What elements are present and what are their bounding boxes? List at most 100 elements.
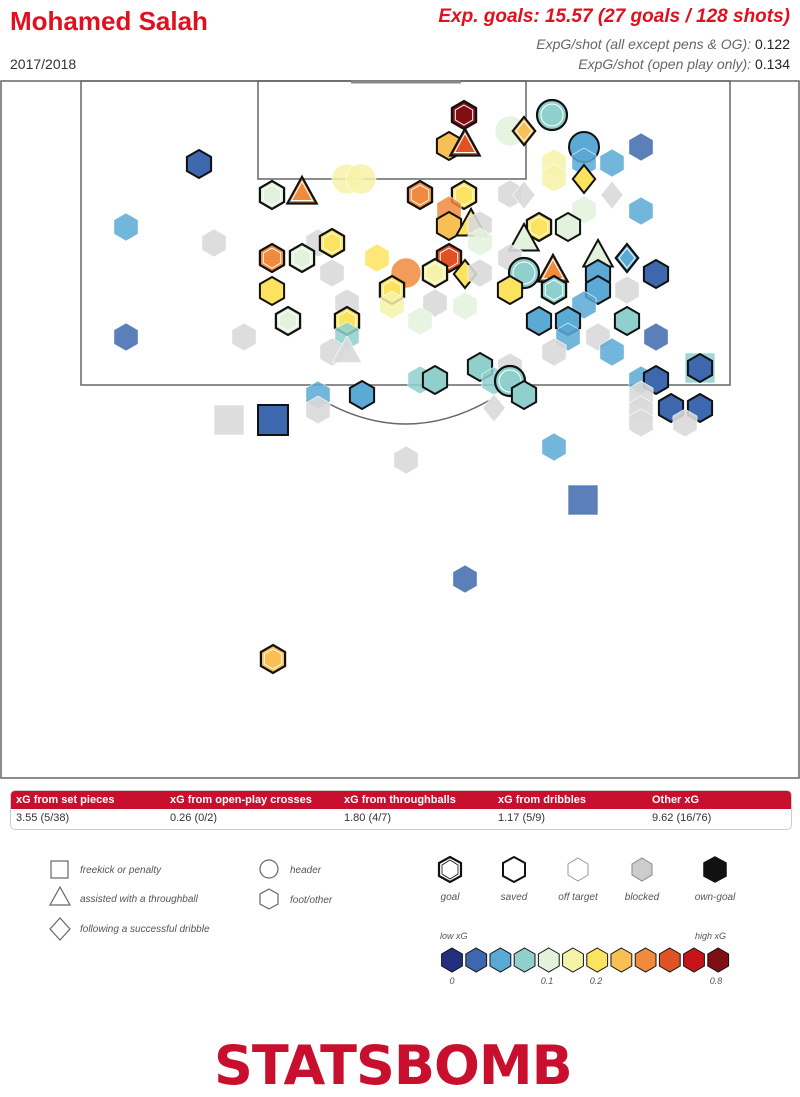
shot-marker-92 (510, 379, 538, 411)
shot-markers (113, 98, 716, 675)
shot-marker-55 (496, 274, 524, 306)
shot-marker-69 (613, 305, 641, 337)
freekick-square-icon (50, 860, 69, 879)
col-dribbles-value: 1.17 (5/9) (498, 812, 546, 824)
shot-marker-32 (201, 228, 227, 258)
shot-marker-17 (285, 174, 319, 205)
outcome-legend: goal saved off target blocked own-goal (437, 855, 736, 903)
scale-swatch-6 (586, 947, 609, 973)
xg-breakdown-header: xG from set pieces xG from open-play cro… (11, 791, 791, 809)
legend-foot-label: foot/other (290, 895, 333, 906)
shot-map-pitch (0, 80, 800, 779)
shot-marker-64-goal-ring (278, 310, 298, 332)
shot-marker-67 (525, 305, 553, 337)
scale-low-label: low xG (440, 931, 468, 941)
shot-marker-25 (628, 196, 654, 226)
shot-marker-101 (213, 404, 245, 436)
penalty-arc (321, 399, 491, 425)
col-other-value: 9.62 (16/76) (652, 812, 712, 824)
shot-marker-34-goal-ring (322, 232, 342, 254)
shot-marker-21 (512, 180, 536, 210)
player-name: Mohamed Salah (10, 6, 208, 36)
shot-marker-31 (554, 211, 582, 243)
shot-marker-66 (407, 306, 433, 336)
header-circle-icon (259, 859, 279, 879)
shot-marker-78 (541, 337, 567, 367)
shot-marker-19-goal-ring (454, 184, 474, 206)
legend-header-label: header (290, 865, 322, 876)
shot-marker-43-goal-ring (618, 247, 636, 269)
xg-breakdown-table: xG from set pieces xG from open-play cro… (10, 790, 792, 830)
shot-marker-48 (467, 258, 493, 288)
shot-marker-56-goal-ring (544, 279, 564, 301)
shot-marker-3-goal-ring (515, 120, 533, 142)
xg-per-shot-open-play: ExpG/shot (open play only): 0.134 (578, 56, 790, 72)
scale-tick-01: 0.1 (541, 976, 554, 986)
scale-tick-08: 0.8 (710, 976, 723, 986)
shot-marker-17-goal-ring (290, 180, 314, 201)
dribble-diamond-icon (49, 917, 71, 941)
shot-marker-106 (452, 564, 478, 594)
shot-marker-94 (305, 395, 331, 425)
shot-marker-18-goal-ring (410, 184, 430, 206)
blocked-outcome-icon (631, 857, 653, 882)
throughball-triangle-icon (48, 885, 72, 906)
shot-marker-14 (541, 163, 567, 193)
shot-marker-38-goal-ring (292, 247, 312, 269)
scale-swatch-11 (707, 947, 730, 973)
legend-goal-label: goal (441, 892, 461, 903)
shot-marker-16-goal-ring (262, 184, 282, 206)
shot-marker-107-goal-ring (263, 648, 283, 670)
legend-dribble-label: following a successful dribble (80, 924, 210, 935)
shot-marker-77 (331, 335, 363, 363)
shot-marker-44 (319, 258, 345, 288)
shot-marker-5-goal-ring (453, 132, 477, 153)
legend: freekick or penalty assisted with a thro… (48, 855, 736, 986)
shot-marker-39 (364, 243, 390, 273)
shot-marker-35 (467, 227, 493, 257)
own-goal-outcome-icon (703, 856, 727, 883)
shot-marker-15 (571, 163, 597, 195)
shot-marker-0-goal-ring (454, 104, 474, 126)
shot-marker-79 (599, 337, 625, 367)
foot-hexagon-icon (259, 888, 279, 910)
scale-swatch-8 (634, 947, 657, 973)
season-label: 2017/2018 (10, 56, 77, 72)
shot-marker-71 (231, 322, 257, 352)
xg-per-shot-all: ExpG/shot (all except pens & OG): 0.122 (536, 36, 790, 52)
col-crosses-header: xG from open-play crosses (170, 794, 312, 806)
col-set-pieces-header: xG from set pieces (16, 794, 115, 806)
col-throughballs-header: xG from throughballs (344, 794, 456, 806)
shot-marker-85 (421, 364, 449, 396)
col-set-pieces-value: 3.55 (5/38) (16, 812, 70, 824)
shot-marker-103 (541, 432, 567, 462)
shot-marker-26 (113, 212, 139, 242)
shot-marker-40-goal-ring (439, 247, 459, 269)
scale-swatch-3 (513, 947, 536, 973)
shot-marker-52 (642, 258, 670, 290)
scale-swatches (441, 947, 730, 973)
shot-marker-1-goal-ring (540, 103, 564, 127)
xg-per-shot-open-play-label: ExpG/shot (open play only): (578, 56, 752, 72)
pitch-outline (0, 80, 800, 779)
off-target-outcome-icon (567, 857, 589, 882)
shot-marker-102 (257, 404, 289, 436)
shot-marker-61 (452, 291, 478, 321)
scale-swatch-0 (441, 947, 463, 973)
shot-marker-49-goal-ring (512, 261, 536, 285)
shot-marker-46-goal-ring (425, 262, 445, 284)
shot-marker-13 (345, 163, 377, 195)
scale-swatch-9 (658, 947, 681, 973)
xg-per-shot-all-value: 0.122 (754, 36, 790, 52)
scale-swatch-10 (683, 947, 705, 973)
shot-marker-36 (507, 221, 541, 252)
shot-marker-75 (643, 322, 669, 352)
shot-marker-83 (686, 352, 714, 384)
scale-swatch-2 (489, 947, 512, 973)
scale-swatch-4 (537, 947, 560, 973)
legend-throughball-label: assisted with a throughball (80, 894, 199, 905)
shot-marker-60 (422, 288, 448, 318)
shot-marker-8 (185, 148, 213, 180)
shot-marker-22 (600, 180, 624, 210)
shot-marker-58 (614, 275, 640, 305)
